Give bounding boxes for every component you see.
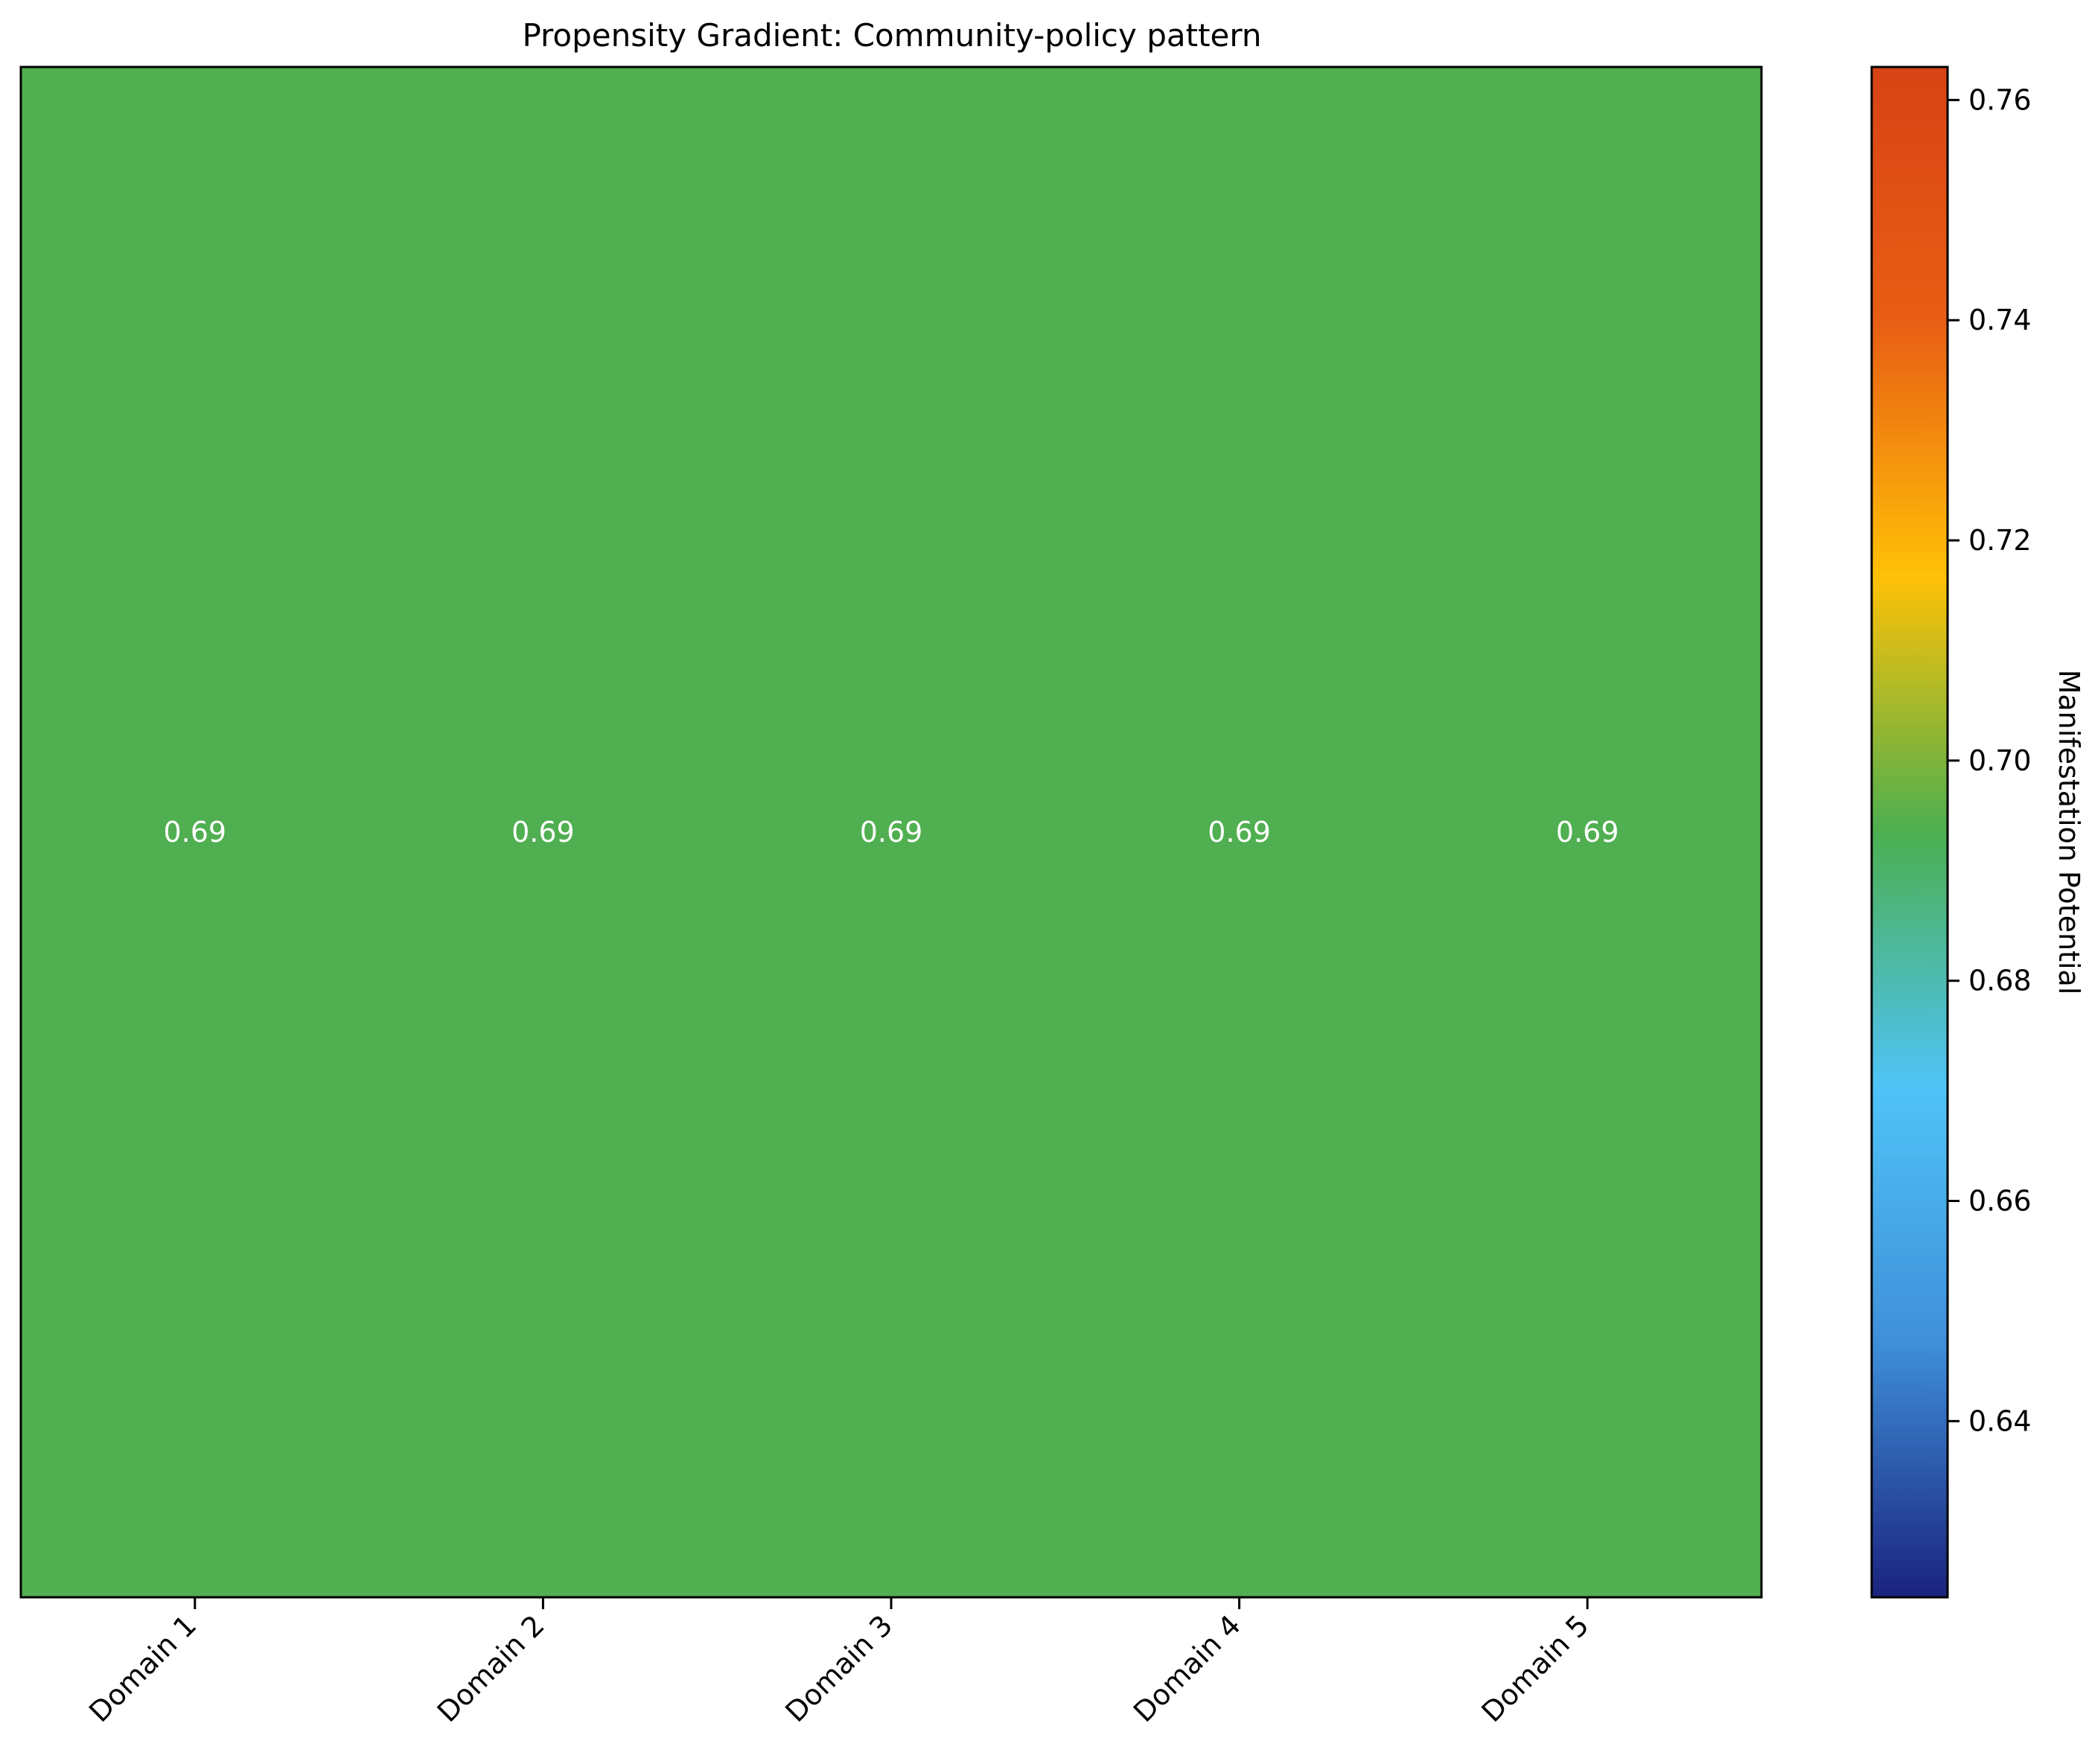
cell-value-label: 0.69: [511, 816, 575, 849]
x-tick-label: Domain 1: [83, 1608, 203, 1728]
x-tick-label: Domain 5: [1476, 1608, 1595, 1728]
cell-value-label: 0.69: [1556, 816, 1619, 849]
colorbar-tick-label: 0.64: [1968, 1405, 2032, 1437]
x-tick-label: Domain 2: [431, 1608, 551, 1728]
heatmap-cell-4: [1065, 67, 1414, 1598]
colorbar-tick-label: 0.72: [1968, 524, 2032, 557]
cell-value-label: 0.69: [163, 816, 226, 849]
heatmap-cell-5: [1413, 67, 1762, 1598]
colorbar-label: Manifestation Potential: [2053, 670, 2085, 995]
colorbar-tick-label: 0.66: [1968, 1185, 2032, 1218]
heatmap-cells: [21, 67, 1762, 1598]
colorbar: [1870, 65, 1949, 1599]
heatmap-cell-2: [369, 67, 718, 1598]
heatmap-cell-labels: 0.69 0.69 0.69 0.69 0.69: [163, 816, 1619, 849]
colorbar-tick-label: 0.70: [1968, 744, 2032, 777]
colorbar-tick-label: 0.76: [1968, 83, 2032, 116]
colorbar-tick-label: 0.68: [1968, 965, 2032, 997]
heatmap-cell-1: [21, 67, 370, 1598]
colorbar-ticks: 0.64 0.66 0.68 0.70 0.72 0.74 0.76: [1948, 83, 2032, 1437]
heatmap-cell-3: [717, 67, 1066, 1598]
cell-value-label: 0.69: [1208, 816, 1271, 849]
x-tick-label: Domain 4: [1127, 1608, 1247, 1728]
chart-title: Propensity Gradient: Community-policy pa…: [522, 17, 1261, 54]
colorbar-tick-label: 0.74: [1968, 304, 2032, 336]
x-tick-label: Domain 3: [779, 1608, 899, 1728]
cell-value-label: 0.69: [860, 816, 923, 849]
x-axis-ticks: Domain 1 Domain 2 Domain 3 Domain 4 Domain 5: [83, 1597, 1595, 1728]
